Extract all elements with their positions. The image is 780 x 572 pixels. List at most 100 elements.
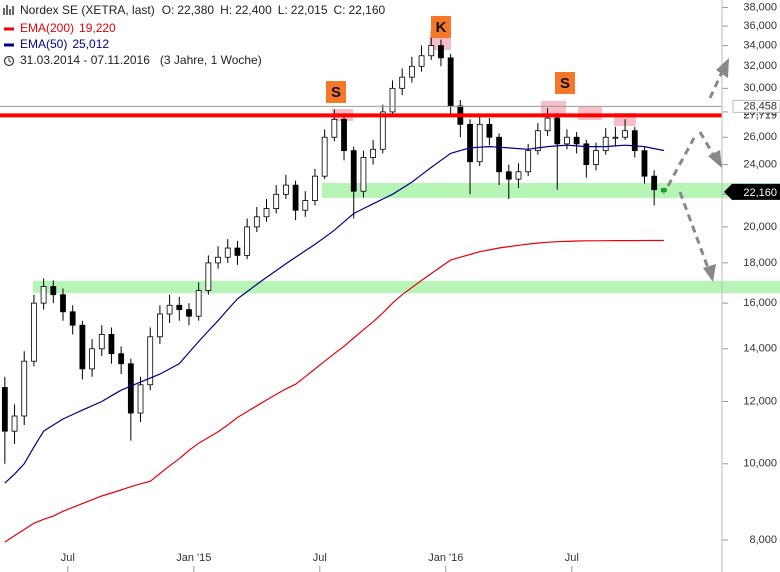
y-tick-label: 30,000 — [743, 82, 777, 94]
candle-body — [263, 208, 270, 218]
support-zone — [33, 280, 780, 294]
candle-body — [554, 117, 561, 145]
candle-body — [108, 334, 115, 355]
ema-line — [4, 144, 665, 484]
candle-body — [321, 136, 328, 177]
candle-body — [350, 150, 357, 192]
candle-body — [379, 111, 386, 150]
x-tick-label: Jul — [61, 552, 75, 564]
candle-body — [166, 304, 173, 315]
candle-body — [564, 136, 570, 145]
candle-body — [341, 118, 347, 152]
candle-body — [253, 216, 260, 228]
y-tick-label: 34,000 — [743, 39, 777, 51]
candle-body — [31, 302, 37, 362]
candle-body — [21, 360, 28, 417]
y-tick-label: 12,000 — [743, 395, 777, 407]
x-tick-label: Jan '16 — [428, 552, 463, 564]
candle-body — [186, 309, 192, 317]
candle-body — [195, 290, 202, 317]
ohlc-label: H: — [220, 3, 232, 17]
y-tick-label: 16,000 — [743, 297, 777, 309]
candle-body — [60, 294, 66, 313]
arrow-head — [716, 58, 729, 78]
legend-text: EMA(200) 19,220 — [20, 21, 116, 35]
clock-hands — [8, 58, 12, 63]
candle-body — [11, 415, 18, 432]
candle-body — [418, 55, 425, 67]
candle-body — [505, 171, 512, 180]
annotation-box — [555, 72, 575, 94]
candle-body — [651, 175, 658, 191]
level-label-box — [732, 99, 780, 113]
symbol: Nordex SE (XETRA, last) — [20, 3, 155, 17]
ema-line — [4, 239, 664, 543]
ohlc-label: C: — [334, 3, 346, 17]
candle-body — [428, 45, 435, 57]
candle-body — [118, 353, 125, 365]
candle-body — [89, 348, 95, 370]
legend-text: EMA(50) 25,012 — [20, 37, 109, 51]
candle-body — [40, 286, 47, 304]
legend-value: 25,012 — [72, 37, 109, 51]
legend-name: EMA(50) — [20, 37, 67, 51]
x-tick-label: Jul — [313, 552, 327, 564]
header-text: Nordex SE (XETRA, last) O: 22,380 H: 22,400 L… — [20, 3, 386, 17]
candle-body — [79, 324, 86, 370]
arrow-path — [698, 131, 716, 157]
annotation-box — [431, 16, 451, 38]
candle-body — [176, 304, 183, 311]
y-tick-label: 14,000 — [743, 343, 777, 355]
candle-body — [331, 118, 338, 138]
candle-body — [215, 256, 221, 264]
candle-body — [273, 193, 280, 209]
y-tick-label: 8,000 — [749, 534, 777, 546]
legend-name: EMA(200) — [20, 21, 74, 35]
clock-icon — [3, 55, 15, 67]
ohlc-value: 22,400 — [235, 3, 272, 17]
candle-body — [486, 123, 493, 138]
candle-body — [302, 200, 309, 211]
candle-body — [98, 334, 105, 350]
candle-body — [631, 130, 638, 152]
y-tick-label: 36,000 — [743, 20, 777, 32]
candle-body — [244, 226, 251, 256]
candle-body — [127, 363, 134, 414]
arrow-head — [703, 264, 716, 282]
annotation-box — [326, 81, 346, 103]
y-tick-label: 20,000 — [743, 221, 777, 233]
y-tick-label: 24,000 — [743, 158, 777, 170]
candle-body — [525, 150, 532, 173]
candle-body — [534, 130, 541, 152]
candle-body — [544, 117, 551, 132]
y-tick-label: 38,000 — [743, 1, 777, 13]
candle-body — [157, 313, 163, 338]
last-price-tag — [724, 183, 780, 200]
candle-body — [447, 57, 454, 107]
candle-body — [1, 387, 8, 432]
last-price-label: 22,160 — [743, 187, 777, 199]
candle-body — [69, 311, 76, 326]
candle-body — [224, 247, 231, 258]
span: (3 Jahre, 1 Woche) — [160, 53, 262, 67]
candle-body — [573, 136, 580, 145]
pattern-highlight — [541, 101, 566, 114]
candle-body — [408, 65, 415, 78]
arrow-heads — [703, 58, 729, 282]
candle-body — [234, 247, 241, 256]
candle-body — [292, 184, 299, 211]
candle-body — [399, 76, 406, 89]
candle-body — [593, 150, 599, 165]
candle-body — [137, 384, 144, 414]
candle-body — [641, 150, 648, 177]
candle-body — [50, 286, 57, 296]
x-tick-label: Jan '15 — [176, 552, 211, 564]
annotation-label: S — [331, 84, 341, 101]
ohlc-label: O: — [162, 3, 175, 17]
candle-body — [602, 136, 609, 152]
candle-body — [205, 262, 212, 291]
annotation-label: K — [436, 19, 447, 36]
chart-icon — [3, 5, 14, 15]
candle-body — [282, 184, 289, 195]
